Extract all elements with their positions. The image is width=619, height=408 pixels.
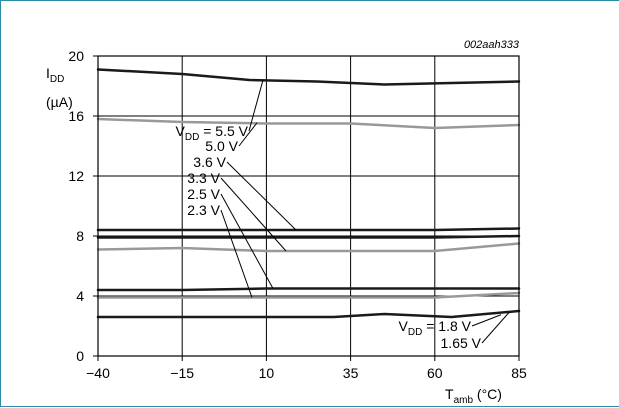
figure-id: 002aah333 <box>464 39 520 51</box>
series-line <box>96 242 521 253</box>
series-label: 3.3 V <box>187 170 220 186</box>
y-axis-unit: (µA) <box>46 94 73 110</box>
x-axis-title: Tamb (°C) <box>445 386 502 406</box>
x-tick-label: 85 <box>511 365 527 381</box>
x-tick-label: 10 <box>259 365 275 381</box>
y-tick-label: 8 <box>76 228 84 244</box>
y-tick-label: 16 <box>68 108 84 124</box>
leader-line <box>248 79 264 132</box>
y-tick-label: 20 <box>68 48 84 64</box>
leader-line <box>238 122 258 147</box>
series-line <box>96 291 521 299</box>
y-tick-label: 12 <box>68 168 84 184</box>
series-label: 5.0 V <box>205 138 238 154</box>
leader-line <box>471 314 502 327</box>
label-leaders <box>220 79 510 344</box>
series-label: VDD = 5.5 V <box>176 123 249 143</box>
series-line <box>96 309 521 319</box>
tick-labels: −40 −15 10 35 60 85 0 4 8 12 16 20 <box>68 48 527 381</box>
series-label: 3.6 V <box>193 154 226 170</box>
series-label: 1.65 V <box>441 335 482 351</box>
series-label: 2.5 V <box>187 186 220 202</box>
axes <box>93 55 520 361</box>
series-lines <box>96 68 521 319</box>
x-tick-label: 60 <box>427 365 443 381</box>
series-label: 2.3 V <box>187 202 220 218</box>
grid <box>98 56 519 356</box>
plot-frame <box>97 55 520 357</box>
x-tick-label: 35 <box>343 365 359 381</box>
y-tick-label: 0 <box>76 348 84 364</box>
series-line <box>96 68 521 86</box>
annotations: VDD = 5.5 V5.0 V3.6 V3.3 V2.5 V2.3 V VDD … <box>176 123 482 351</box>
leader-line <box>220 177 287 252</box>
leader-line <box>220 193 274 289</box>
series-label: VDD = 1.8 V <box>399 318 472 338</box>
series-line <box>96 117 521 130</box>
x-tick-label: −40 <box>86 365 110 381</box>
y-tick-label: 4 <box>76 288 84 304</box>
leader-line <box>481 312 510 344</box>
x-tick-label: −15 <box>170 365 194 381</box>
leader-line <box>220 209 253 298</box>
series-line <box>96 287 521 292</box>
leader-line <box>226 161 297 231</box>
series-line <box>96 234 521 239</box>
series-line <box>96 227 521 232</box>
y-axis-title: IDD <box>46 65 64 85</box>
